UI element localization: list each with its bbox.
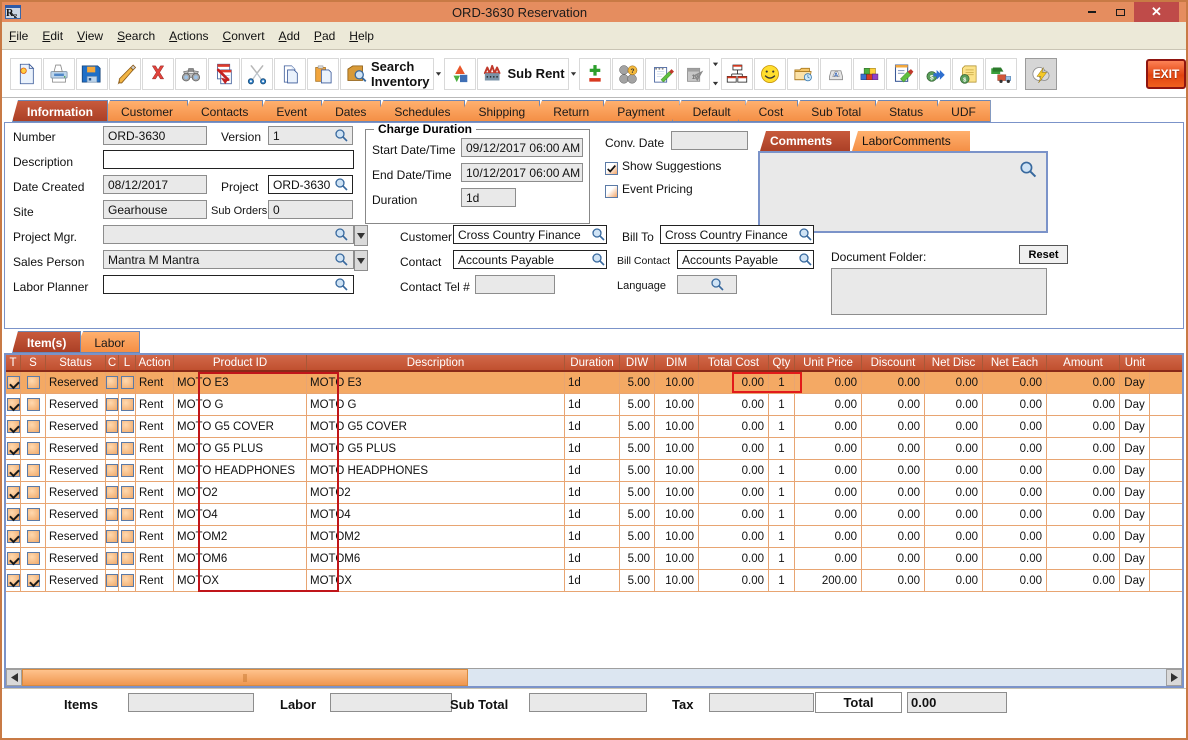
svg-text:R: R [6, 7, 14, 18]
svg-text:?: ? [630, 68, 634, 75]
svg-text:A: A [834, 72, 838, 78]
svg-text:2: 2 [14, 13, 17, 19]
svg-text:$: $ [930, 74, 934, 81]
